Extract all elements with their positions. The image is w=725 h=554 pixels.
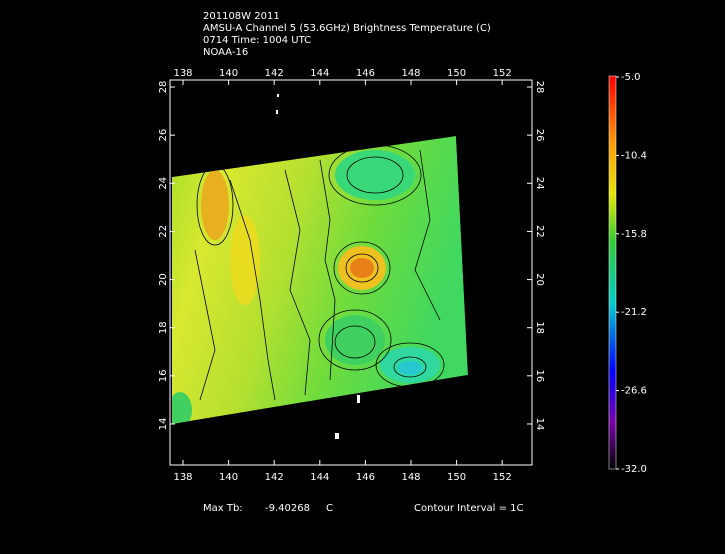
lat-label: 22	[534, 225, 545, 238]
swath	[172, 136, 468, 424]
lon-label: 140	[219, 68, 238, 79]
lat-label: 20	[534, 273, 545, 286]
colorbar-label: -5.0	[621, 72, 641, 83]
colorbar-label: -32.0	[621, 464, 647, 475]
header-line: 0714 Time: 1004 UTC	[203, 35, 311, 46]
footer-label: Max Tb:	[203, 503, 243, 514]
lat-label: 20	[158, 273, 169, 286]
lat-label: 14	[158, 418, 169, 431]
lat-label: 16	[534, 369, 545, 382]
colorbar-label: -10.4	[621, 150, 647, 161]
lat-label: 24	[158, 177, 169, 190]
lat-label: 26	[534, 129, 545, 142]
lon-label: 150	[447, 68, 466, 79]
lon-label: 150	[447, 472, 466, 483]
lon-label: 138	[173, 68, 192, 79]
lon-label: 152	[493, 472, 512, 483]
islands	[276, 94, 360, 439]
lat-label: 28	[534, 81, 545, 94]
header-line: NOAA-16	[203, 47, 248, 58]
lon-label: 140	[219, 472, 238, 483]
lat-label: 18	[158, 321, 169, 334]
header-line: 201108W 2011	[203, 11, 280, 22]
lat-label: 26	[158, 129, 169, 142]
lon-label: 142	[265, 68, 284, 79]
lon-label: 144	[310, 472, 329, 483]
lon-label: 148	[401, 472, 420, 483]
colorbar-label: -21.2	[621, 307, 647, 318]
lat-label: 14	[534, 418, 545, 431]
lat-label: 24	[534, 177, 545, 190]
map-frame	[169, 79, 533, 466]
lat-label: 22	[158, 225, 169, 238]
footer-unit: C	[326, 503, 333, 514]
lon-label: 152	[493, 68, 512, 79]
lon-label: 144	[310, 68, 329, 79]
lon-label: 146	[356, 472, 375, 483]
colorbar-label: -15.8	[621, 229, 647, 240]
lon-label: 138	[173, 472, 192, 483]
lat-label: 16	[158, 369, 169, 382]
lon-label: 146	[356, 68, 375, 79]
footer-contour: Contour Interval = 1C	[414, 503, 524, 514]
lon-label: 142	[265, 472, 284, 483]
colorbar-label: -26.6	[621, 386, 647, 397]
lat-label: 18	[534, 321, 545, 334]
colorbar	[608, 75, 617, 470]
lat-label: 28	[158, 81, 169, 94]
footer-value: -9.40268	[265, 503, 310, 514]
header-line: AMSU-A Channel 5 (53.6GHz) Brightness Te…	[203, 23, 491, 34]
lon-label: 148	[401, 68, 420, 79]
